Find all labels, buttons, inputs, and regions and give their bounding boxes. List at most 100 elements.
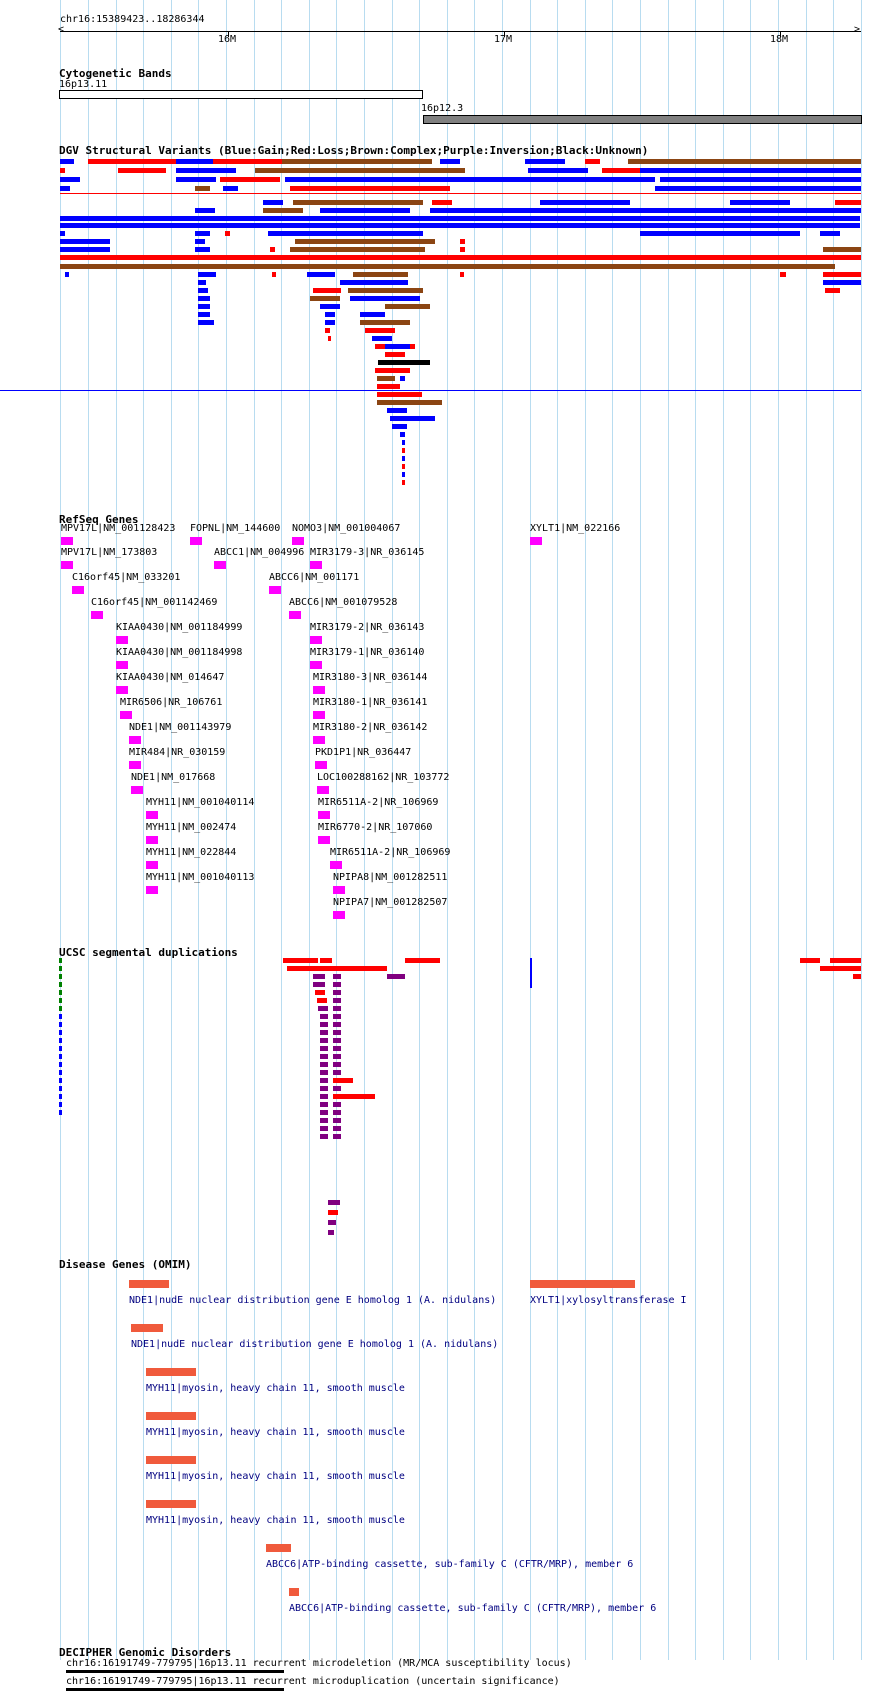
- segdup-bar[interactable]: [333, 1030, 341, 1035]
- refseq-gene-glyph[interactable]: [289, 611, 301, 619]
- segdup-bar[interactable]: [315, 990, 325, 995]
- segdup-bar[interactable]: [320, 1062, 328, 1067]
- refseq-gene-glyph[interactable]: [318, 811, 330, 819]
- dgv-variant-bar[interactable]: [198, 272, 216, 277]
- dgv-variant-bar[interactable]: [60, 216, 860, 221]
- refseq-gene-label[interactable]: NDE1|NM_001143979: [129, 722, 232, 733]
- refseq-track-title[interactable]: RefSeq Genes: [59, 513, 139, 526]
- dgv-variant-bar[interactable]: [780, 272, 786, 277]
- dgv-variant-bar[interactable]: [310, 296, 340, 301]
- refseq-gene-label[interactable]: MIR3179-1|NR_036140: [310, 647, 425, 658]
- segdup-bar[interactable]: [320, 1070, 328, 1075]
- omim-entry-label[interactable]: NDE1|nudE nuclear distribution gene E ho…: [129, 1295, 497, 1306]
- dgv-variant-bar[interactable]: [60, 231, 65, 236]
- segdup-bar[interactable]: [59, 1046, 62, 1051]
- refseq-gene-glyph[interactable]: [146, 861, 158, 869]
- refseq-gene-glyph[interactable]: [131, 786, 143, 794]
- dgv-variant-bar[interactable]: [268, 231, 423, 236]
- dgv-variant-bar[interactable]: [290, 186, 450, 191]
- refseq-gene-glyph[interactable]: [214, 561, 226, 569]
- dgv-variant-bar[interactable]: [348, 288, 423, 293]
- omim-gene-glyph[interactable]: [146, 1412, 196, 1420]
- segdup-bar[interactable]: [59, 1054, 62, 1059]
- segdup-bar[interactable]: [59, 1022, 62, 1027]
- segdup-bar[interactable]: [59, 974, 62, 979]
- refseq-gene-label[interactable]: NPIPA8|NM_001282511: [333, 872, 448, 883]
- segdup-bar[interactable]: [333, 1022, 341, 1027]
- dgv-variant-bar[interactable]: [220, 177, 280, 182]
- refseq-gene-label[interactable]: C16orf45|NM_001142469: [91, 597, 218, 608]
- dgv-variant-bar[interactable]: [88, 159, 213, 164]
- dgv-variant-bar[interactable]: [328, 336, 331, 341]
- segdup-bar[interactable]: [820, 966, 861, 971]
- segdup-bar[interactable]: [333, 1006, 341, 1011]
- dgv-variant-bar[interactable]: [353, 272, 408, 277]
- dgv-variant-bar[interactable]: [390, 416, 435, 421]
- omim-gene-glyph[interactable]: [129, 1280, 169, 1288]
- refseq-gene-label[interactable]: ABCC6|NM_001079528: [289, 597, 398, 608]
- segdup-bar[interactable]: [318, 1006, 328, 1011]
- cytoband-track-title[interactable]: Cytogenetic Bands: [59, 67, 172, 80]
- dgv-variant-bar[interactable]: [525, 159, 565, 164]
- segdup-bar[interactable]: [387, 974, 405, 979]
- segdup-bar[interactable]: [59, 1038, 62, 1043]
- dgv-variant-bar[interactable]: [402, 472, 405, 477]
- refseq-gene-label[interactable]: PKD1P1|NR_036447: [315, 747, 412, 758]
- dgv-variant-bar[interactable]: [195, 208, 215, 213]
- refseq-gene-label[interactable]: MIR3179-3|NR_036145: [310, 547, 425, 558]
- dgv-variant-bar[interactable]: [320, 304, 340, 309]
- segdup-bar[interactable]: [59, 1094, 62, 1099]
- dgv-variant-bar[interactable]: [176, 159, 236, 164]
- segdup-bar[interactable]: [333, 990, 341, 995]
- segdup-bar[interactable]: [333, 1126, 341, 1131]
- dgv-variant-bar[interactable]: [402, 456, 405, 461]
- segdup-bar[interactable]: [59, 1062, 62, 1067]
- dgv-variant-bar[interactable]: [60, 186, 70, 191]
- segdup-bar[interactable]: [320, 1118, 328, 1123]
- segdup-bar[interactable]: [320, 1054, 328, 1059]
- refseq-gene-glyph[interactable]: [190, 537, 202, 545]
- dgv-variant-bar[interactable]: [385, 304, 430, 309]
- dgv-variant-bar[interactable]: [400, 432, 405, 437]
- dgv-variant-bar[interactable]: [325, 312, 335, 317]
- segdup-bar[interactable]: [800, 958, 820, 963]
- refseq-gene-glyph[interactable]: [333, 886, 345, 894]
- segdup-bar[interactable]: [320, 1126, 328, 1131]
- refseq-gene-label[interactable]: NPIPA7|NM_001282507: [333, 897, 448, 908]
- dgv-variant-bar[interactable]: [823, 247, 861, 252]
- refseq-gene-label[interactable]: MIR3179-2|NR_036143: [310, 622, 425, 633]
- dgv-variant-bar[interactable]: [528, 168, 588, 173]
- segdup-bar[interactable]: [333, 1078, 353, 1083]
- dgv-variant-bar[interactable]: [198, 288, 208, 293]
- dgv-variant-bar[interactable]: [263, 200, 283, 205]
- dgv-variant-bar[interactable]: [360, 320, 410, 325]
- dgv-variant-bar[interactable]: [293, 200, 423, 205]
- segdup-bar[interactable]: [333, 1062, 341, 1067]
- dgv-variant-bar[interactable]: [320, 208, 410, 213]
- dgv-variant-bar[interactable]: [372, 336, 392, 341]
- dgv-variant-bar[interactable]: [60, 193, 861, 194]
- omim-track-title[interactable]: Disease Genes (OMIM): [59, 1258, 192, 1271]
- segdup-bar[interactable]: [320, 1046, 328, 1051]
- dgv-variant-bar[interactable]: [340, 280, 408, 285]
- omim-gene-glyph[interactable]: [146, 1500, 196, 1508]
- segdup-bar[interactable]: [59, 1102, 62, 1107]
- dgv-variant-bar[interactable]: [325, 320, 335, 325]
- cytoband-16p12-3[interactable]: [423, 115, 862, 124]
- dgv-variant-bar[interactable]: [375, 368, 410, 373]
- dgv-variant-bar[interactable]: [402, 464, 405, 469]
- dgv-variant-bar[interactable]: [307, 272, 335, 277]
- omim-gene-glyph[interactable]: [289, 1588, 299, 1596]
- omim-gene-glyph[interactable]: [266, 1544, 291, 1552]
- dgv-variant-bar[interactable]: [225, 231, 230, 236]
- refseq-gene-glyph[interactable]: [310, 636, 322, 644]
- refseq-gene-glyph[interactable]: [116, 661, 128, 669]
- refseq-gene-label[interactable]: ABCC1|NM_004996: [214, 547, 305, 558]
- segdup-bar[interactable]: [530, 958, 532, 988]
- dgv-variant-bar[interactable]: [585, 159, 600, 164]
- segdup-bar[interactable]: [328, 1200, 340, 1205]
- omim-entry-label[interactable]: ABCC6|ATP-binding cassette, sub-family C…: [266, 1559, 634, 1570]
- segdup-bar[interactable]: [320, 1110, 328, 1115]
- segdup-bar[interactable]: [287, 966, 387, 971]
- dgv-variant-bar[interactable]: [270, 247, 275, 252]
